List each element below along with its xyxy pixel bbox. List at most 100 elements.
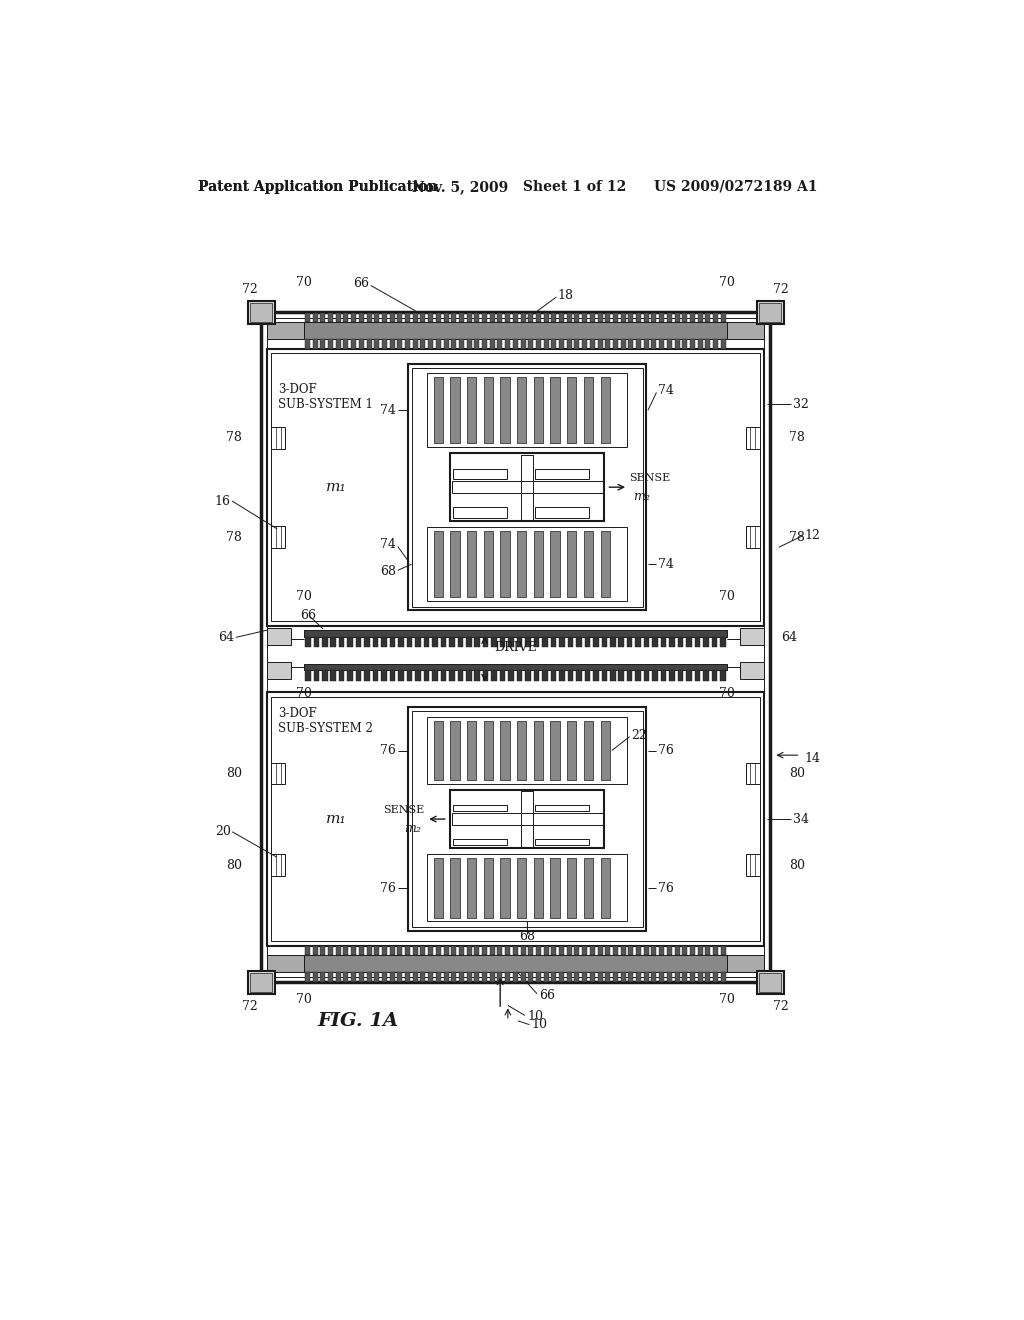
Bar xyxy=(267,322,304,339)
Bar xyxy=(304,322,727,339)
Bar xyxy=(727,956,764,973)
Bar xyxy=(559,671,564,681)
Bar xyxy=(500,671,506,681)
Bar xyxy=(551,339,556,348)
Text: 72: 72 xyxy=(773,1001,790,1014)
Bar xyxy=(551,531,560,598)
Bar xyxy=(727,322,764,339)
Bar xyxy=(598,339,602,348)
Bar xyxy=(583,339,587,348)
Bar xyxy=(304,956,727,973)
Text: 78: 78 xyxy=(788,531,805,544)
Text: 64: 64 xyxy=(781,631,798,644)
Bar xyxy=(267,663,292,678)
Bar xyxy=(467,946,472,956)
Text: 74: 74 xyxy=(658,384,674,397)
Bar xyxy=(267,692,764,946)
Text: 3-DOF
SUB-SYSTEM 2: 3-DOF SUB-SYSTEM 2 xyxy=(279,708,374,735)
Bar xyxy=(450,671,455,681)
Bar xyxy=(559,339,564,348)
Bar xyxy=(566,946,571,956)
Bar xyxy=(534,636,540,647)
Bar xyxy=(675,973,680,982)
Bar xyxy=(454,805,507,812)
Bar xyxy=(706,313,711,322)
Text: 20: 20 xyxy=(215,825,230,838)
Bar xyxy=(659,946,665,956)
Bar xyxy=(605,313,610,322)
Bar xyxy=(312,973,317,982)
Bar xyxy=(543,671,548,681)
Bar xyxy=(305,636,310,647)
Bar xyxy=(434,378,442,444)
Bar xyxy=(358,973,364,982)
Bar xyxy=(358,313,364,322)
Bar xyxy=(498,339,503,348)
Bar xyxy=(520,946,525,956)
Text: 72: 72 xyxy=(242,282,258,296)
Bar xyxy=(721,339,726,348)
Bar xyxy=(336,946,341,956)
Bar xyxy=(374,313,379,322)
Text: 70: 70 xyxy=(720,993,735,1006)
Bar xyxy=(498,973,503,982)
Bar xyxy=(451,858,460,917)
Bar xyxy=(466,636,471,647)
Bar xyxy=(598,946,602,956)
Bar xyxy=(451,789,604,849)
Bar xyxy=(458,636,463,647)
Bar xyxy=(528,339,534,348)
Bar xyxy=(713,973,718,982)
Bar xyxy=(452,480,602,494)
Text: 74: 74 xyxy=(658,557,674,570)
Text: US 2009/0272189 A1: US 2009/0272189 A1 xyxy=(654,180,817,194)
Bar xyxy=(706,973,711,982)
Bar xyxy=(413,313,418,322)
Bar xyxy=(343,946,348,956)
Bar xyxy=(505,339,510,348)
Bar xyxy=(584,531,593,598)
Bar xyxy=(520,339,525,348)
Bar xyxy=(706,339,711,348)
Bar xyxy=(351,946,356,956)
Text: 72: 72 xyxy=(773,282,790,296)
Bar xyxy=(574,946,580,956)
Bar xyxy=(605,973,610,982)
Bar xyxy=(636,313,641,322)
Bar xyxy=(513,946,518,956)
Text: 34: 34 xyxy=(793,813,809,825)
Bar xyxy=(436,973,441,982)
Bar xyxy=(474,671,480,681)
Bar xyxy=(390,313,394,322)
Bar xyxy=(644,973,649,982)
Bar xyxy=(271,854,286,876)
Bar xyxy=(351,339,356,348)
Bar xyxy=(390,946,394,956)
Bar xyxy=(271,428,286,449)
Text: 70: 70 xyxy=(296,993,311,1006)
Bar xyxy=(467,721,476,780)
Bar xyxy=(590,339,595,348)
Bar xyxy=(574,313,580,322)
Bar xyxy=(528,973,534,982)
Bar xyxy=(505,946,510,956)
Bar xyxy=(248,301,274,323)
Bar xyxy=(428,973,433,982)
Bar xyxy=(407,671,413,681)
Bar xyxy=(636,973,641,982)
Text: 74: 74 xyxy=(380,404,396,417)
Bar xyxy=(358,946,364,956)
Text: 70: 70 xyxy=(296,686,311,700)
Bar xyxy=(535,840,589,845)
Bar xyxy=(520,973,525,982)
Bar xyxy=(593,636,599,647)
Bar xyxy=(601,636,607,647)
Bar xyxy=(458,671,463,681)
Bar xyxy=(408,364,646,610)
Bar xyxy=(584,378,593,444)
Bar xyxy=(535,469,589,479)
Bar xyxy=(432,636,437,647)
Text: 66: 66 xyxy=(353,277,370,290)
Bar xyxy=(590,313,595,322)
Bar xyxy=(686,671,692,681)
